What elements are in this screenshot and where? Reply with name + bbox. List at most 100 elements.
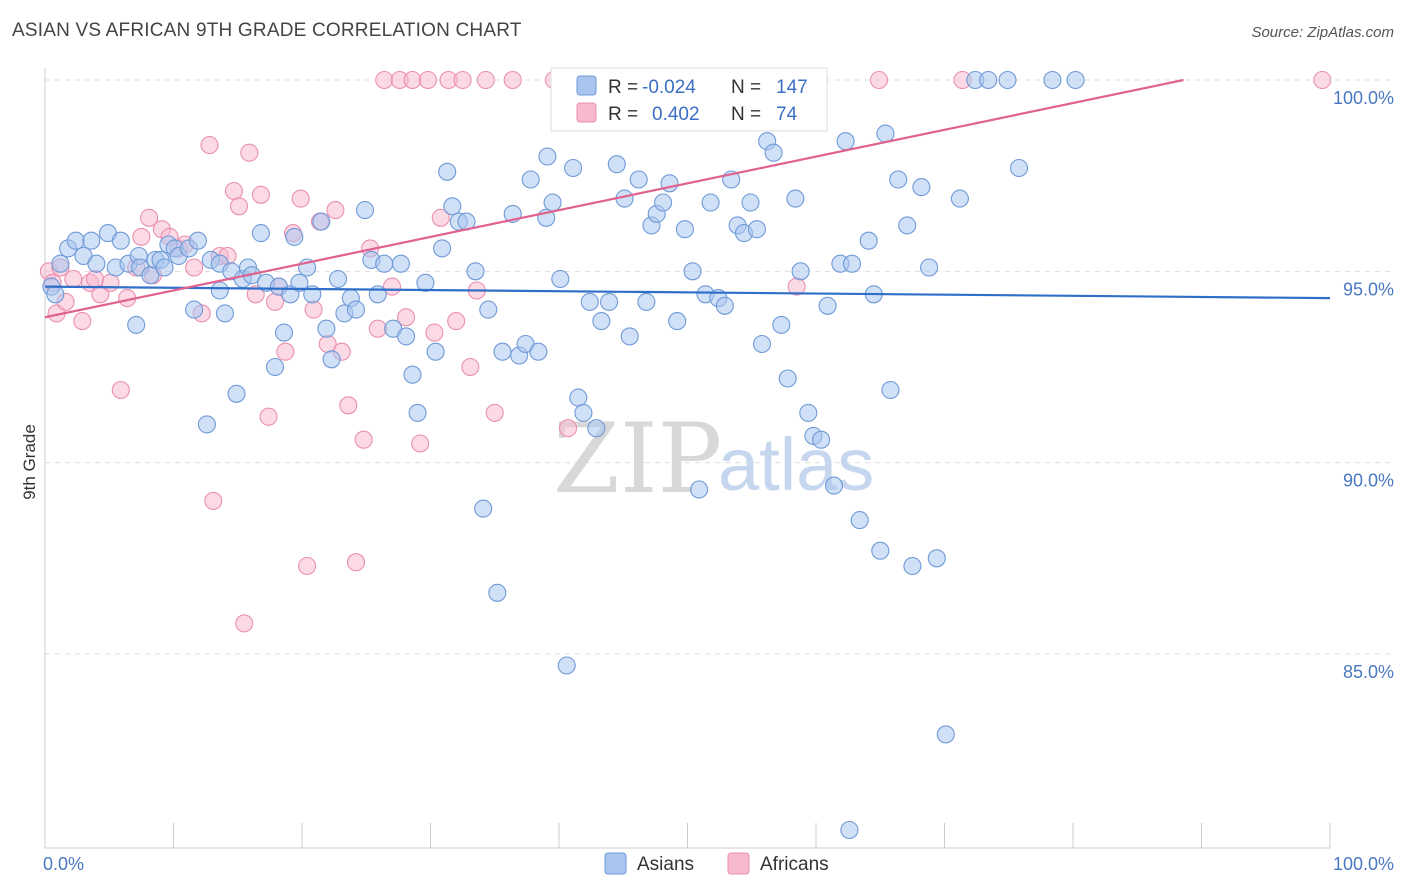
african-point-24 bbox=[204, 491, 223, 510]
african-point-47 bbox=[354, 430, 373, 449]
african-point-71 bbox=[869, 70, 889, 90]
african-point-11 bbox=[111, 380, 130, 400]
asian-point-81 bbox=[551, 269, 570, 289]
legend-n-value-africans: 74 bbox=[776, 104, 798, 125]
african-point-46 bbox=[346, 553, 366, 572]
african-point-50 bbox=[375, 70, 394, 90]
asian-point-37 bbox=[265, 357, 285, 377]
chart-title: ASIAN VS AFRICAN 9TH GRADE CORRELATION C… bbox=[12, 20, 522, 41]
asian-point-76 bbox=[521, 170, 540, 189]
asian-point-143 bbox=[998, 70, 1017, 90]
asian-point-106 bbox=[715, 296, 734, 315]
asian-point-72 bbox=[493, 342, 512, 361]
asian-point-77 bbox=[529, 342, 548, 361]
asian-point-111 bbox=[747, 220, 766, 239]
african-point-49 bbox=[368, 319, 387, 338]
african-point-54 bbox=[403, 70, 422, 90]
asian-point-35 bbox=[251, 224, 270, 243]
asian-point-118 bbox=[791, 262, 810, 281]
legend-swatch-africans bbox=[576, 102, 597, 123]
bottom-legend-label-asians: Asians bbox=[637, 854, 694, 875]
asian-point-68 bbox=[466, 262, 485, 281]
african-point-29 bbox=[235, 614, 254, 633]
asian-point-65 bbox=[443, 197, 462, 216]
asian-point-136 bbox=[912, 178, 931, 197]
asian-point-71 bbox=[488, 583, 507, 602]
asian-point-64 bbox=[438, 162, 457, 181]
asian-trend-line bbox=[44, 285, 1331, 300]
asian-point-2 bbox=[51, 254, 70, 273]
african-point-65 bbox=[485, 403, 504, 422]
y-tick-label-2: 95.0% bbox=[1343, 279, 1394, 299]
asian-point-128 bbox=[859, 231, 878, 250]
african-point-10 bbox=[101, 273, 120, 292]
asian-point-93 bbox=[629, 170, 648, 189]
asian-point-121 bbox=[812, 430, 831, 449]
asian-point-147 bbox=[840, 820, 859, 840]
african-point-60 bbox=[447, 312, 466, 331]
asian-point-47 bbox=[322, 350, 341, 369]
legend-r-value-africans: 0.402 bbox=[652, 104, 700, 125]
african-point-58 bbox=[431, 208, 450, 227]
african-point-61 bbox=[453, 70, 472, 90]
african-point-15 bbox=[140, 208, 159, 227]
asian-point-60 bbox=[408, 403, 427, 422]
asian-point-117 bbox=[786, 189, 805, 208]
asian-point-126 bbox=[842, 254, 862, 273]
asian-point-69 bbox=[474, 499, 493, 518]
asian-point-145 bbox=[1043, 70, 1062, 90]
asian-point-89 bbox=[600, 292, 619, 311]
african-point-45 bbox=[339, 396, 358, 415]
asian-point-146 bbox=[1066, 70, 1085, 90]
african-point-73 bbox=[1313, 70, 1332, 90]
watermark-atlas: atlas bbox=[718, 423, 874, 506]
asian-point-104 bbox=[701, 193, 720, 212]
african-point-57 bbox=[425, 323, 444, 342]
african-point-36 bbox=[276, 342, 295, 361]
asian-point-97 bbox=[654, 193, 673, 212]
asian-point-140 bbox=[950, 189, 969, 208]
asian-point-51 bbox=[346, 300, 366, 319]
asian-point-137 bbox=[920, 258, 939, 277]
african-point-40 bbox=[304, 300, 323, 319]
asian-point-31 bbox=[227, 384, 246, 403]
african-point-55 bbox=[411, 434, 430, 453]
asian-point-52 bbox=[355, 201, 375, 220]
source-label: Source: ZipAtlas.com bbox=[1251, 24, 1394, 41]
african-point-31 bbox=[246, 285, 265, 304]
african-point-56 bbox=[418, 70, 437, 90]
asian-point-7 bbox=[87, 254, 106, 273]
stats-legend: R = -0.024 N = 147 R = 0.402 N = 74 bbox=[550, 67, 828, 132]
asian-point-101 bbox=[683, 262, 702, 281]
asian-point-84 bbox=[569, 388, 588, 407]
african-trend-line bbox=[44, 78, 1184, 319]
african-point-8 bbox=[86, 269, 105, 289]
legend-n-label-africans: N = bbox=[731, 104, 761, 125]
asian-point-110 bbox=[741, 193, 760, 212]
x-tick-label-0: 0.0% bbox=[43, 854, 84, 874]
asian-point-1 bbox=[46, 285, 65, 304]
african-point-34 bbox=[265, 292, 285, 311]
asian-point-25 bbox=[197, 415, 216, 434]
asian-point-6 bbox=[82, 231, 101, 250]
asian-point-23 bbox=[185, 300, 204, 319]
asian-point-4 bbox=[66, 231, 85, 250]
asian-point-59 bbox=[403, 365, 422, 384]
asian-point-112 bbox=[752, 334, 772, 354]
african-point-27 bbox=[224, 181, 243, 201]
asian-point-144 bbox=[1009, 158, 1029, 178]
stats-legend-box bbox=[550, 67, 828, 132]
african-point-23 bbox=[200, 136, 219, 155]
asian-point-99 bbox=[668, 312, 687, 331]
african-point-43 bbox=[326, 201, 345, 220]
asian-point-42 bbox=[290, 273, 309, 292]
african-point-68 bbox=[558, 419, 578, 438]
asian-point-62 bbox=[426, 342, 445, 361]
asian-point-130 bbox=[871, 541, 890, 560]
axes bbox=[44, 68, 1331, 849]
asian-point-92 bbox=[620, 327, 639, 346]
asian-point-85 bbox=[574, 403, 593, 422]
asian-point-54 bbox=[368, 285, 387, 304]
asian-point-119 bbox=[799, 403, 818, 422]
